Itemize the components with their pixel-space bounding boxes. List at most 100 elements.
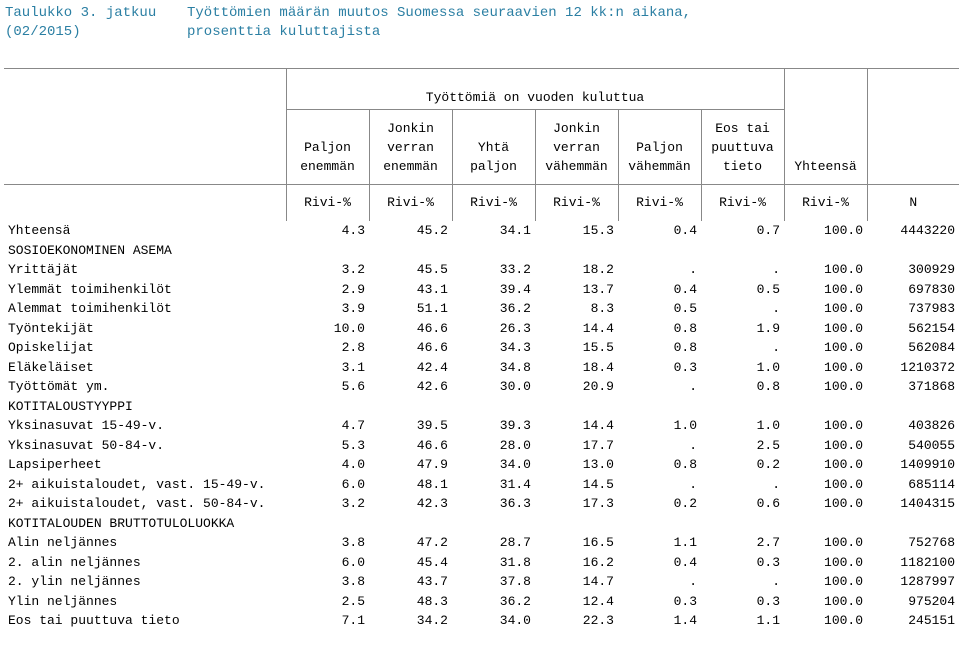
table-cell: 5.6 [341, 379, 365, 394]
row-label: KOTITALOUSTYYPPI [8, 398, 133, 414]
table-cell: 7.1 [341, 613, 365, 628]
table-cell: 14.7 [582, 574, 614, 589]
table-cell: . [689, 437, 697, 453]
table-cell: 4.7 [341, 418, 365, 433]
table-cell: 245151 [908, 613, 956, 628]
row-label: 2. ylin neljännes [8, 574, 141, 589]
unit-label: N [866, 184, 960, 221]
table-cell: 100.0 [824, 437, 864, 453]
table-cell: 371868 [908, 379, 956, 394]
table-row: Yksinasuvat 50-84-v. 5.3 46.6 28.0 17.7. 2.5 1… [4, 436, 959, 456]
row-label: Lapsiperheet [8, 457, 102, 472]
table-cell: 100.0 [824, 496, 864, 511]
table-cell: 3.9 [341, 301, 365, 316]
table-cell: 34.0 [499, 613, 531, 628]
table-cell: 1.1 [756, 613, 781, 628]
table-cell: 403826 [908, 418, 956, 433]
table-cell: 6.0 [341, 476, 365, 492]
table-cell: 0.4 [673, 554, 697, 570]
table-cell: . [689, 262, 697, 277]
column-header-line: Jonkin [553, 121, 600, 136]
table-cell: 18.2 [582, 262, 614, 277]
column-header-line: Eos tai [715, 121, 770, 136]
table-cell: 0.8 [673, 320, 697, 336]
table-cell: 1.9 [756, 320, 781, 336]
table-cell: 100.0 [824, 320, 864, 336]
table-cell: 51.1 [416, 301, 448, 316]
row-label: KOTITALOUDEN BRUTTOTULOLUOKKA [8, 515, 235, 531]
table-cell: 46.6 [416, 437, 448, 453]
table-cell [618, 241, 701, 261]
table-cell: 3.2 [341, 496, 365, 511]
table-cell: 34.1 [499, 223, 531, 238]
table-cell [369, 397, 452, 417]
table-cell [535, 241, 618, 261]
table-row: 2. alin neljännes 6.0 45.4 31.8 16.2 0.4 0.3 10… [4, 553, 959, 573]
column-header-line: Jonkin [387, 121, 434, 136]
row-label: Työttömät ym. [8, 379, 110, 394]
table-cell: 15.5 [582, 340, 614, 355]
column-header-line: Paljon [304, 140, 351, 155]
table-cell: 1210372 [900, 359, 956, 375]
table-cell: 1.0 [756, 418, 781, 433]
table-cell: 18.4 [582, 359, 614, 375]
col-header-blank [783, 68, 868, 110]
table-cell: . [689, 476, 697, 492]
column-header-line [289, 119, 367, 138]
table-cell: 13.7 [582, 281, 614, 297]
table-cell: 46.6 [416, 340, 448, 355]
row-label: Opiskelijat [8, 340, 94, 355]
row-label: Alemmat toimihenkilöt [8, 301, 172, 316]
table-cell [784, 397, 867, 417]
row-label: 2+ aikuistaloudet, vast. 50-84-v. [8, 496, 266, 511]
column-header-line: tieto [723, 159, 763, 174]
table-cell: 737983 [908, 301, 956, 316]
table-cell [452, 514, 535, 534]
table-cell: 2.7 [756, 535, 781, 550]
table-cell: 1182100 [900, 554, 956, 570]
table-cell: 0.3 [673, 359, 697, 375]
table-cell: 42.6 [416, 379, 448, 394]
table-cell: 0.3 [756, 593, 781, 609]
table-cell: 0.8 [673, 340, 697, 355]
table-cell: 14.5 [582, 476, 614, 492]
table-cell: 42.4 [416, 359, 448, 375]
table-cell: 0.8 [756, 379, 781, 394]
table-cell: 4.0 [341, 457, 365, 472]
table-cell: 2.9 [341, 281, 365, 297]
column-header-line: verran [553, 140, 600, 155]
table-row: 2+ aikuistaloudet, vast. 50-84-v. 3.2 42.3… [4, 494, 959, 514]
table-cell [784, 241, 867, 261]
table-cell: 1.0 [673, 418, 697, 433]
table-cell: 47.9 [416, 457, 448, 472]
unit-stub [4, 184, 287, 221]
table-cell: 34.3 [499, 340, 531, 355]
table-cell: 39.5 [416, 418, 448, 433]
table-cell [286, 241, 369, 261]
column-header-line: vähemmän [628, 159, 691, 174]
table-cell: 100.0 [824, 613, 864, 628]
table-cell: 37.8 [499, 574, 531, 589]
table-cell: 8.3 [590, 301, 614, 316]
table-cell: 0.8 [673, 457, 697, 472]
table-cell: 26.3 [499, 320, 531, 336]
table-cell: 300929 [908, 262, 956, 277]
col-header-n [866, 68, 960, 185]
table-cell: 0.3 [673, 593, 697, 609]
table-cell: 4443220 [900, 223, 956, 238]
table-cell: 43.1 [416, 281, 448, 297]
row-label: SOSIOEKONOMINEN ASEMA [8, 242, 172, 258]
table-cell: 100.0 [824, 301, 864, 316]
table-cell: 0.2 [673, 496, 697, 511]
table-cell: 1404315 [900, 496, 956, 511]
table-cell: 0.4 [673, 281, 697, 297]
table-cell: 100.0 [824, 593, 864, 609]
table-cell: 2.5 [341, 593, 365, 609]
table-cell [452, 241, 535, 261]
table-cell [701, 514, 784, 534]
row-label: 2. alin neljännes [8, 554, 141, 570]
table-cell: 0.3 [756, 554, 781, 570]
table-cell: 0.6 [756, 496, 781, 511]
table-row: Eos tai puuttuva tieto 7.1 34.2 34.0 22.3 1.4… [4, 611, 959, 631]
table-cell [618, 514, 701, 534]
